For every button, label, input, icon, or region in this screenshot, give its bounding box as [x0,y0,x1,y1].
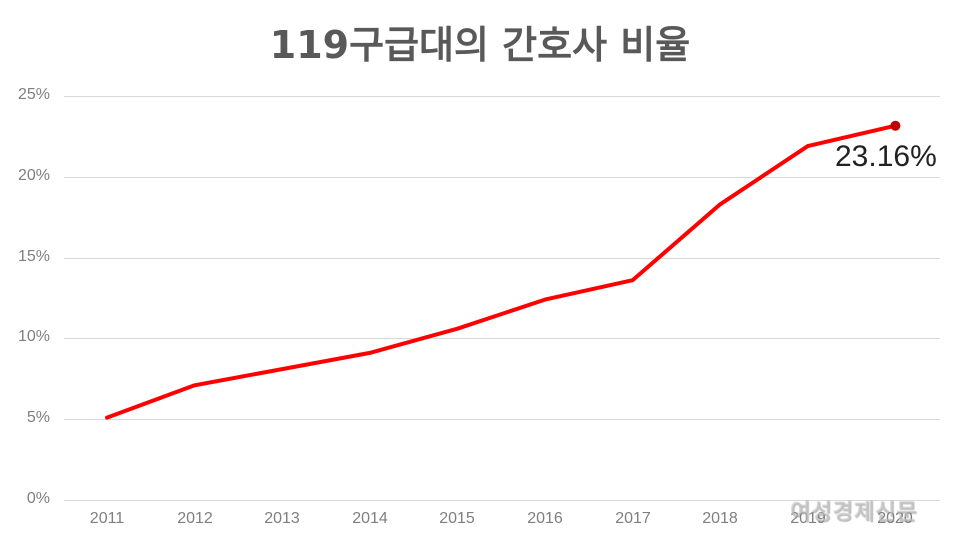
y-tick-label: 0% [26,490,50,507]
y-tick-label: 10% [17,328,50,345]
x-tick-label: 2020 [877,510,913,527]
x-tick-label: 2014 [352,510,388,527]
y-tick-label: 15% [17,248,50,265]
watermark-logo: 여성경제신문 [790,500,918,525]
x-tick-label: 2017 [615,510,651,527]
gridline [64,500,940,501]
x-tick-label: 2018 [702,510,738,527]
y-tick-label: 20% [17,167,50,184]
gridline [64,258,940,259]
y-tick-label: 25% [17,86,50,103]
y-tick-label: 5% [26,409,50,426]
x-tick-label: 2019 [790,510,826,527]
gridline [64,338,940,339]
x-tick-label: 2013 [264,510,300,527]
endpoint-marker [890,120,901,131]
x-tick-label: 2016 [527,510,563,527]
x-tick-label: 2011 [89,510,125,527]
chart-title: 119구급대의 간호사 비율 [269,23,691,67]
endpoint-value-label: 23.16% [835,140,937,173]
x-tick-label: 2015 [439,510,475,527]
x-tick-label: 2012 [177,510,213,527]
gridline [64,177,940,178]
gridline [64,96,940,97]
data-line [105,123,898,420]
gridline [64,419,940,420]
